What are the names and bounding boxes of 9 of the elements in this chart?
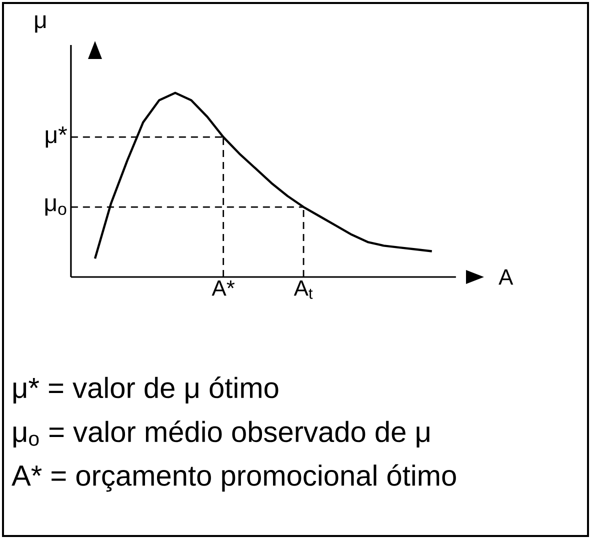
ref-line-label: μ$_{o}$ [45, 198, 66, 216]
text: μ* = valor de μ ótimo [13, 376, 278, 404]
ref-line-label: μ* [46, 126, 68, 148]
text: A* = orçamento promocional ótimo [12, 464, 456, 492]
text: μ$_{o}$ = valor médio observado de μ [13, 420, 430, 448]
y-axis-title: μ [35, 15, 46, 33]
x-tick-label: A* [212, 280, 235, 296]
x-tick-label: A$_{t}$ [294, 280, 313, 299]
x-axis-title: A [498, 269, 514, 285]
